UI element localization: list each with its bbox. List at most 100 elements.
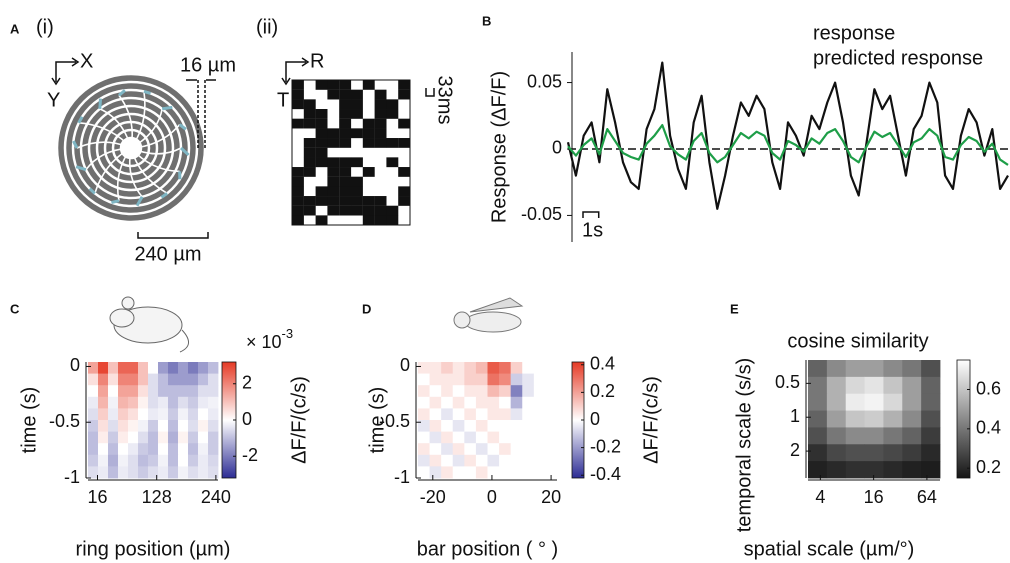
- heatmap-cell: [429, 431, 442, 444]
- heatmap-cell: [510, 466, 523, 479]
- heatmap-cell: [522, 385, 535, 398]
- heatmap-cell: [452, 443, 465, 456]
- heatmap-cell: [441, 454, 454, 467]
- heatmap-cell: [845, 393, 865, 411]
- stimulus-cell: [351, 128, 363, 139]
- stimulus-cell: [386, 109, 399, 119]
- heatmap-cell: [88, 420, 99, 432]
- heatmap-cell: [418, 443, 430, 456]
- stimulus-cell: [374, 138, 387, 148]
- heatmap-cell: [208, 373, 219, 386]
- legend-entry: response: [813, 22, 895, 44]
- heatmap-cell: [188, 454, 199, 467]
- heatmap-cell: [108, 431, 119, 444]
- stimulus-cell: [374, 205, 387, 216]
- y-axis-label: temporal scale (s/s): [733, 358, 755, 533]
- stimulus-cell: [398, 138, 411, 148]
- heatmap-cell: [845, 444, 865, 462]
- heatmap-cell: [208, 385, 219, 398]
- stimulus-cell: [362, 138, 375, 148]
- y-tick-label: -1: [64, 467, 80, 487]
- annotation: 33ms: [434, 76, 456, 125]
- heatmap-cell: [864, 393, 884, 411]
- stimulus-cell: [339, 99, 352, 110]
- stimulus-cell: [398, 89, 411, 100]
- heatmap-cell: [178, 431, 189, 444]
- stimulus-cell: [374, 99, 387, 110]
- heatmap-cell: [487, 385, 500, 398]
- stimulus-cell: [303, 205, 316, 216]
- stimulus-cell: [339, 196, 352, 206]
- heatmap-cell: [108, 454, 119, 467]
- heatmap-cell: [510, 454, 523, 467]
- heatmap-cell: [98, 373, 109, 386]
- y-tick-label: -0.5: [379, 411, 410, 431]
- heatmap-cell: [429, 396, 442, 409]
- soma-mark: [75, 165, 87, 172]
- heatmap-cell: [452, 454, 465, 467]
- heatmap-cell: [533, 408, 546, 421]
- heatmap-cell: [158, 466, 169, 479]
- heatmap-cell: [864, 427, 884, 445]
- stimulus-cell: [303, 196, 316, 206]
- heatmap-cell: [864, 376, 884, 395]
- panel-label: A: [10, 21, 20, 36]
- heatmap-cell: [845, 410, 865, 428]
- heatmap-cell: [198, 385, 209, 398]
- heatmap-cell: [128, 385, 139, 398]
- heatmap-cell: [208, 408, 219, 421]
- heatmap-cell: [168, 466, 179, 479]
- heatmap-cell: [138, 408, 149, 421]
- panel-sublabel: (ii): [256, 16, 278, 38]
- heatmap-cell: [138, 385, 149, 398]
- stimulus-cell: [398, 118, 411, 129]
- y-tick-label: 0.05: [527, 71, 562, 91]
- heatmap-cell: [158, 443, 169, 456]
- y-axis-label: time (s): [366, 387, 388, 454]
- heatmap-cell: [533, 385, 546, 398]
- stimulus-cell: [351, 99, 363, 110]
- heatmap-cell: [158, 373, 169, 386]
- x-tick-label: 16: [864, 487, 884, 507]
- stimulus-cell: [339, 138, 352, 148]
- heatmap-cell: [921, 461, 941, 479]
- y-tick-label: 0: [552, 138, 562, 158]
- heatmap-cell: [487, 431, 500, 444]
- heatmap-cell: [108, 362, 119, 374]
- stimulus-cell: [327, 186, 340, 197]
- heatmap-cell: [148, 454, 159, 467]
- stimulus-cell: [362, 80, 375, 90]
- heatmap-cell: [98, 443, 109, 456]
- panel-label: E: [730, 301, 739, 316]
- heatmap-cell: [510, 443, 523, 456]
- heatmap-cell: [475, 431, 488, 444]
- heatmap-cell: [475, 385, 488, 398]
- y-tick-label: 2: [790, 440, 800, 460]
- heatmap-cell: [883, 427, 903, 445]
- soma-mark: [111, 199, 120, 205]
- heatmap-cell: [188, 362, 199, 374]
- heatmap-cell: [198, 373, 209, 386]
- heatmap-cell: [148, 443, 159, 456]
- heatmap-cell: [88, 373, 99, 386]
- heatmap-cell: [921, 410, 941, 428]
- heatmap-cell: [418, 466, 430, 479]
- heatmap-cell: [429, 408, 442, 421]
- axis-label: X: [80, 50, 93, 72]
- heatmap-cell: [138, 443, 149, 456]
- heatmap-cell: [98, 431, 109, 444]
- heatmap-cell: [902, 444, 922, 462]
- stimulus-cell: [292, 186, 304, 197]
- heatmap-cell: [510, 362, 523, 374]
- heatmap-cell: [487, 408, 500, 421]
- stimulus-cell: [351, 186, 363, 197]
- stimulus-cell: [362, 196, 375, 206]
- heatmap-cell: [208, 431, 219, 444]
- heatmap-cell: [429, 454, 442, 467]
- heatmap-cell: [148, 385, 159, 398]
- heatmap-cell: [168, 443, 179, 456]
- heatmap-cell: [188, 385, 199, 398]
- heatmap-cell: [533, 420, 546, 432]
- heatmap-cell: [533, 373, 546, 386]
- annotation: 16 µm: [180, 54, 236, 76]
